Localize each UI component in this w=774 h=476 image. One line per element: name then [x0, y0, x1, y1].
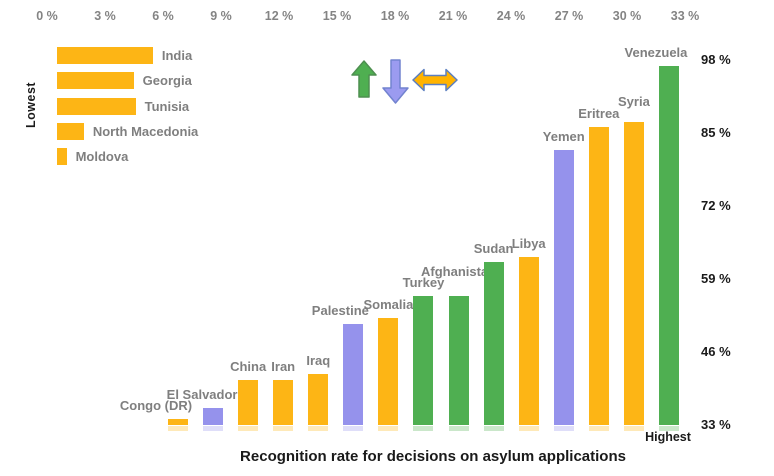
top-axis-tick: 12 %: [264, 9, 294, 23]
lowest-bar-label: Tunisia: [144, 98, 190, 114]
bar-base-stub: [588, 426, 609, 431]
bar-label: Yemen: [542, 128, 585, 144]
up-arrow-icon: [351, 60, 377, 98]
highest-axis-label: Highest: [645, 430, 691, 444]
bar: [378, 318, 399, 425]
bar-label: Sudan: [473, 241, 514, 257]
lowest-bar-label: Moldova: [75, 149, 129, 165]
bar: [203, 408, 224, 425]
bar-base-stub: [518, 426, 539, 431]
bar: [518, 256, 539, 425]
bar-base-stub: [448, 426, 469, 431]
bar-label: Libya: [511, 235, 546, 251]
lowest-axis-label: Lowest: [24, 81, 38, 128]
bar: [483, 262, 504, 425]
top-axis-tick: 27 %: [554, 9, 584, 23]
bar-base-stub: [553, 426, 574, 431]
bar: [413, 295, 434, 425]
top-axis-tick: 6 %: [152, 9, 174, 23]
bar-label: Palestine: [311, 302, 369, 318]
top-axis-tick: 18 %: [380, 9, 410, 23]
left-right-arrow-icon: [412, 68, 458, 92]
bar-label: Venezuela: [624, 44, 688, 60]
bar-base-stub: [413, 426, 434, 431]
bar-label: Afghanistan: [420, 263, 497, 279]
bar-base-stub: [623, 426, 644, 431]
top-axis-tick: 30 %: [612, 9, 642, 23]
bar: [238, 380, 259, 425]
bar: [658, 65, 679, 425]
lowest-bar: [57, 97, 136, 115]
bar-label: China: [230, 359, 267, 375]
bar-label: Turkey: [402, 274, 445, 290]
right-axis-tick: 33 %: [701, 417, 731, 432]
lowest-bar: [57, 122, 84, 140]
top-axis-tick: 0 %: [36, 9, 58, 23]
bar-label: Somalia: [363, 297, 414, 313]
bar-base-stub: [343, 426, 364, 431]
right-axis-tick: 59 %: [701, 271, 731, 286]
bar-base-stub: [273, 426, 294, 431]
right-axis-tick: 46 %: [701, 344, 731, 359]
lowest-bar: [57, 148, 67, 166]
lowest-bar: [57, 47, 153, 64]
top-axis-tick: 24 %: [496, 9, 526, 23]
bar-base-stub: [308, 426, 329, 431]
top-axis-tick: 3 %: [94, 9, 116, 23]
lowest-bar-label: Georgia: [142, 73, 192, 89]
bar: [168, 419, 188, 425]
top-axis-tick: 9 %: [210, 9, 232, 23]
bar: [553, 149, 574, 425]
bar: [623, 121, 644, 425]
bar-label: Congo (DR): [119, 398, 193, 414]
lowest-bar-label: India: [161, 48, 193, 63]
right-axis-tick: 85 %: [701, 125, 731, 141]
right-axis-tick: 98 %: [701, 52, 731, 68]
bar-label: Syria: [618, 93, 650, 109]
bar: [273, 380, 294, 425]
bar-base-stub: [238, 426, 259, 431]
top-axis-tick: 33 %: [670, 9, 700, 23]
top-axis-tick: 21 %: [438, 9, 468, 23]
bar: [448, 295, 469, 425]
bar-label: Eritrea: [578, 106, 620, 122]
bar-base-stub: [483, 426, 504, 431]
bar-base-stub: [378, 426, 399, 431]
chart-title: Recognition rate for decisions on asylum…: [240, 448, 626, 465]
bar: [588, 127, 609, 425]
right-axis-tick: 72 %: [701, 198, 731, 213]
lowest-bar-label: North Macedonia: [92, 123, 199, 139]
bar: [343, 323, 364, 425]
bar-label: Iraq: [306, 353, 331, 369]
bar-base-stub: [203, 426, 224, 431]
bar: [308, 374, 329, 425]
bar-base-stub: [658, 426, 679, 431]
bar-label: El Salvador: [166, 387, 238, 403]
down-arrow-icon: [382, 59, 409, 104]
bar-base-stub: [168, 426, 188, 431]
lowest-bar: [57, 72, 134, 90]
bar-label: Iran: [271, 359, 296, 375]
top-axis-tick: 15 %: [322, 9, 352, 23]
